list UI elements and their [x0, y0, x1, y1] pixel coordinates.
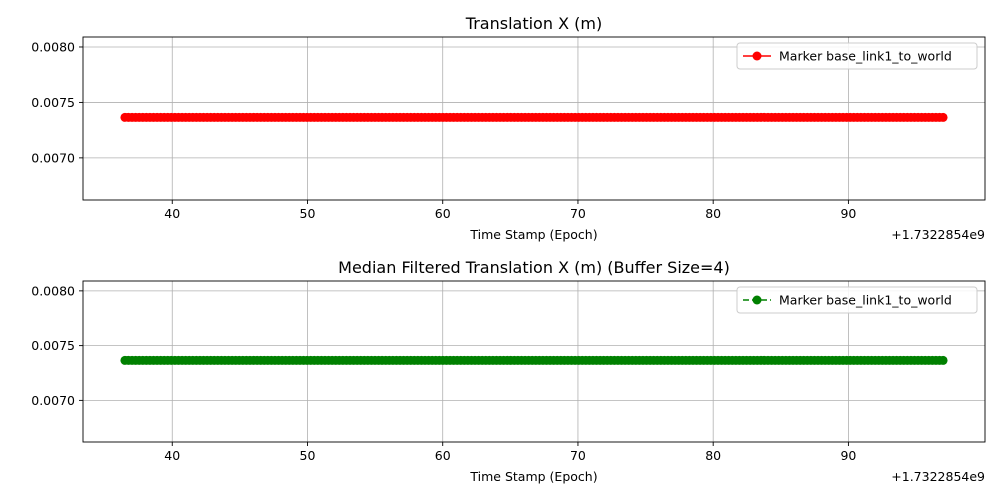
chart-title: Median Filtered Translation X (m) (Buffe…: [338, 258, 730, 277]
legend-marker-swatch: [752, 51, 762, 61]
x-tick-label: 80: [705, 448, 721, 463]
x-tick-label: 70: [570, 206, 586, 221]
legend-label: Marker base_link1_to_world: [779, 293, 952, 308]
legend-box: [736, 286, 978, 314]
legend: Marker base_link1_to_world: [736, 42, 978, 70]
subplot-2: Median Filtered Translation X (m) (Buffe…: [31, 258, 986, 484]
y-tick-label: 0.0070: [31, 393, 75, 408]
y-tick-label: 0.0075: [31, 338, 75, 353]
x-tick-label: 40: [164, 206, 180, 221]
x-tick-label: 50: [300, 448, 316, 463]
legend-box: [736, 42, 978, 70]
x-tick-label: 50: [300, 206, 316, 221]
x-tick-label: 60: [435, 206, 451, 221]
x-offset-label: +1.7322854e9: [891, 469, 985, 484]
y-tick-label: 0.0070: [31, 150, 75, 165]
data-points: [120, 112, 948, 122]
plot-frame: [82, 280, 986, 443]
x-tick-label: 80: [705, 206, 721, 221]
x-offset-label: +1.7322854e9: [891, 227, 985, 242]
x-axis-label: Time Stamp (Epoch): [469, 469, 597, 484]
x-axis-label: Time Stamp (Epoch): [469, 227, 597, 242]
y-tick-label: 0.0080: [31, 39, 75, 54]
x-tick-label: 90: [840, 448, 856, 463]
legend-marker-swatch: [752, 295, 762, 305]
chart-title: Translation X (m): [465, 14, 602, 33]
y-tick-label: 0.0075: [31, 95, 75, 110]
x-tick-label: 40: [164, 448, 180, 463]
plot-frame: [82, 36, 986, 201]
subplot-1: Translation X (m) 40 50 60 70 80 90 0.0070 0.007…: [31, 14, 986, 242]
legend-label: Marker base_link1_to_world: [779, 49, 952, 64]
data-point: [938, 112, 948, 122]
x-tick-label: 70: [570, 448, 586, 463]
legend: Marker base_link1_to_world: [736, 286, 978, 314]
data-point: [938, 355, 948, 365]
data-points: [120, 355, 948, 365]
x-tick-label: 60: [435, 448, 451, 463]
y-tick-label: 0.0080: [31, 283, 75, 298]
x-tick-label: 90: [840, 206, 856, 221]
